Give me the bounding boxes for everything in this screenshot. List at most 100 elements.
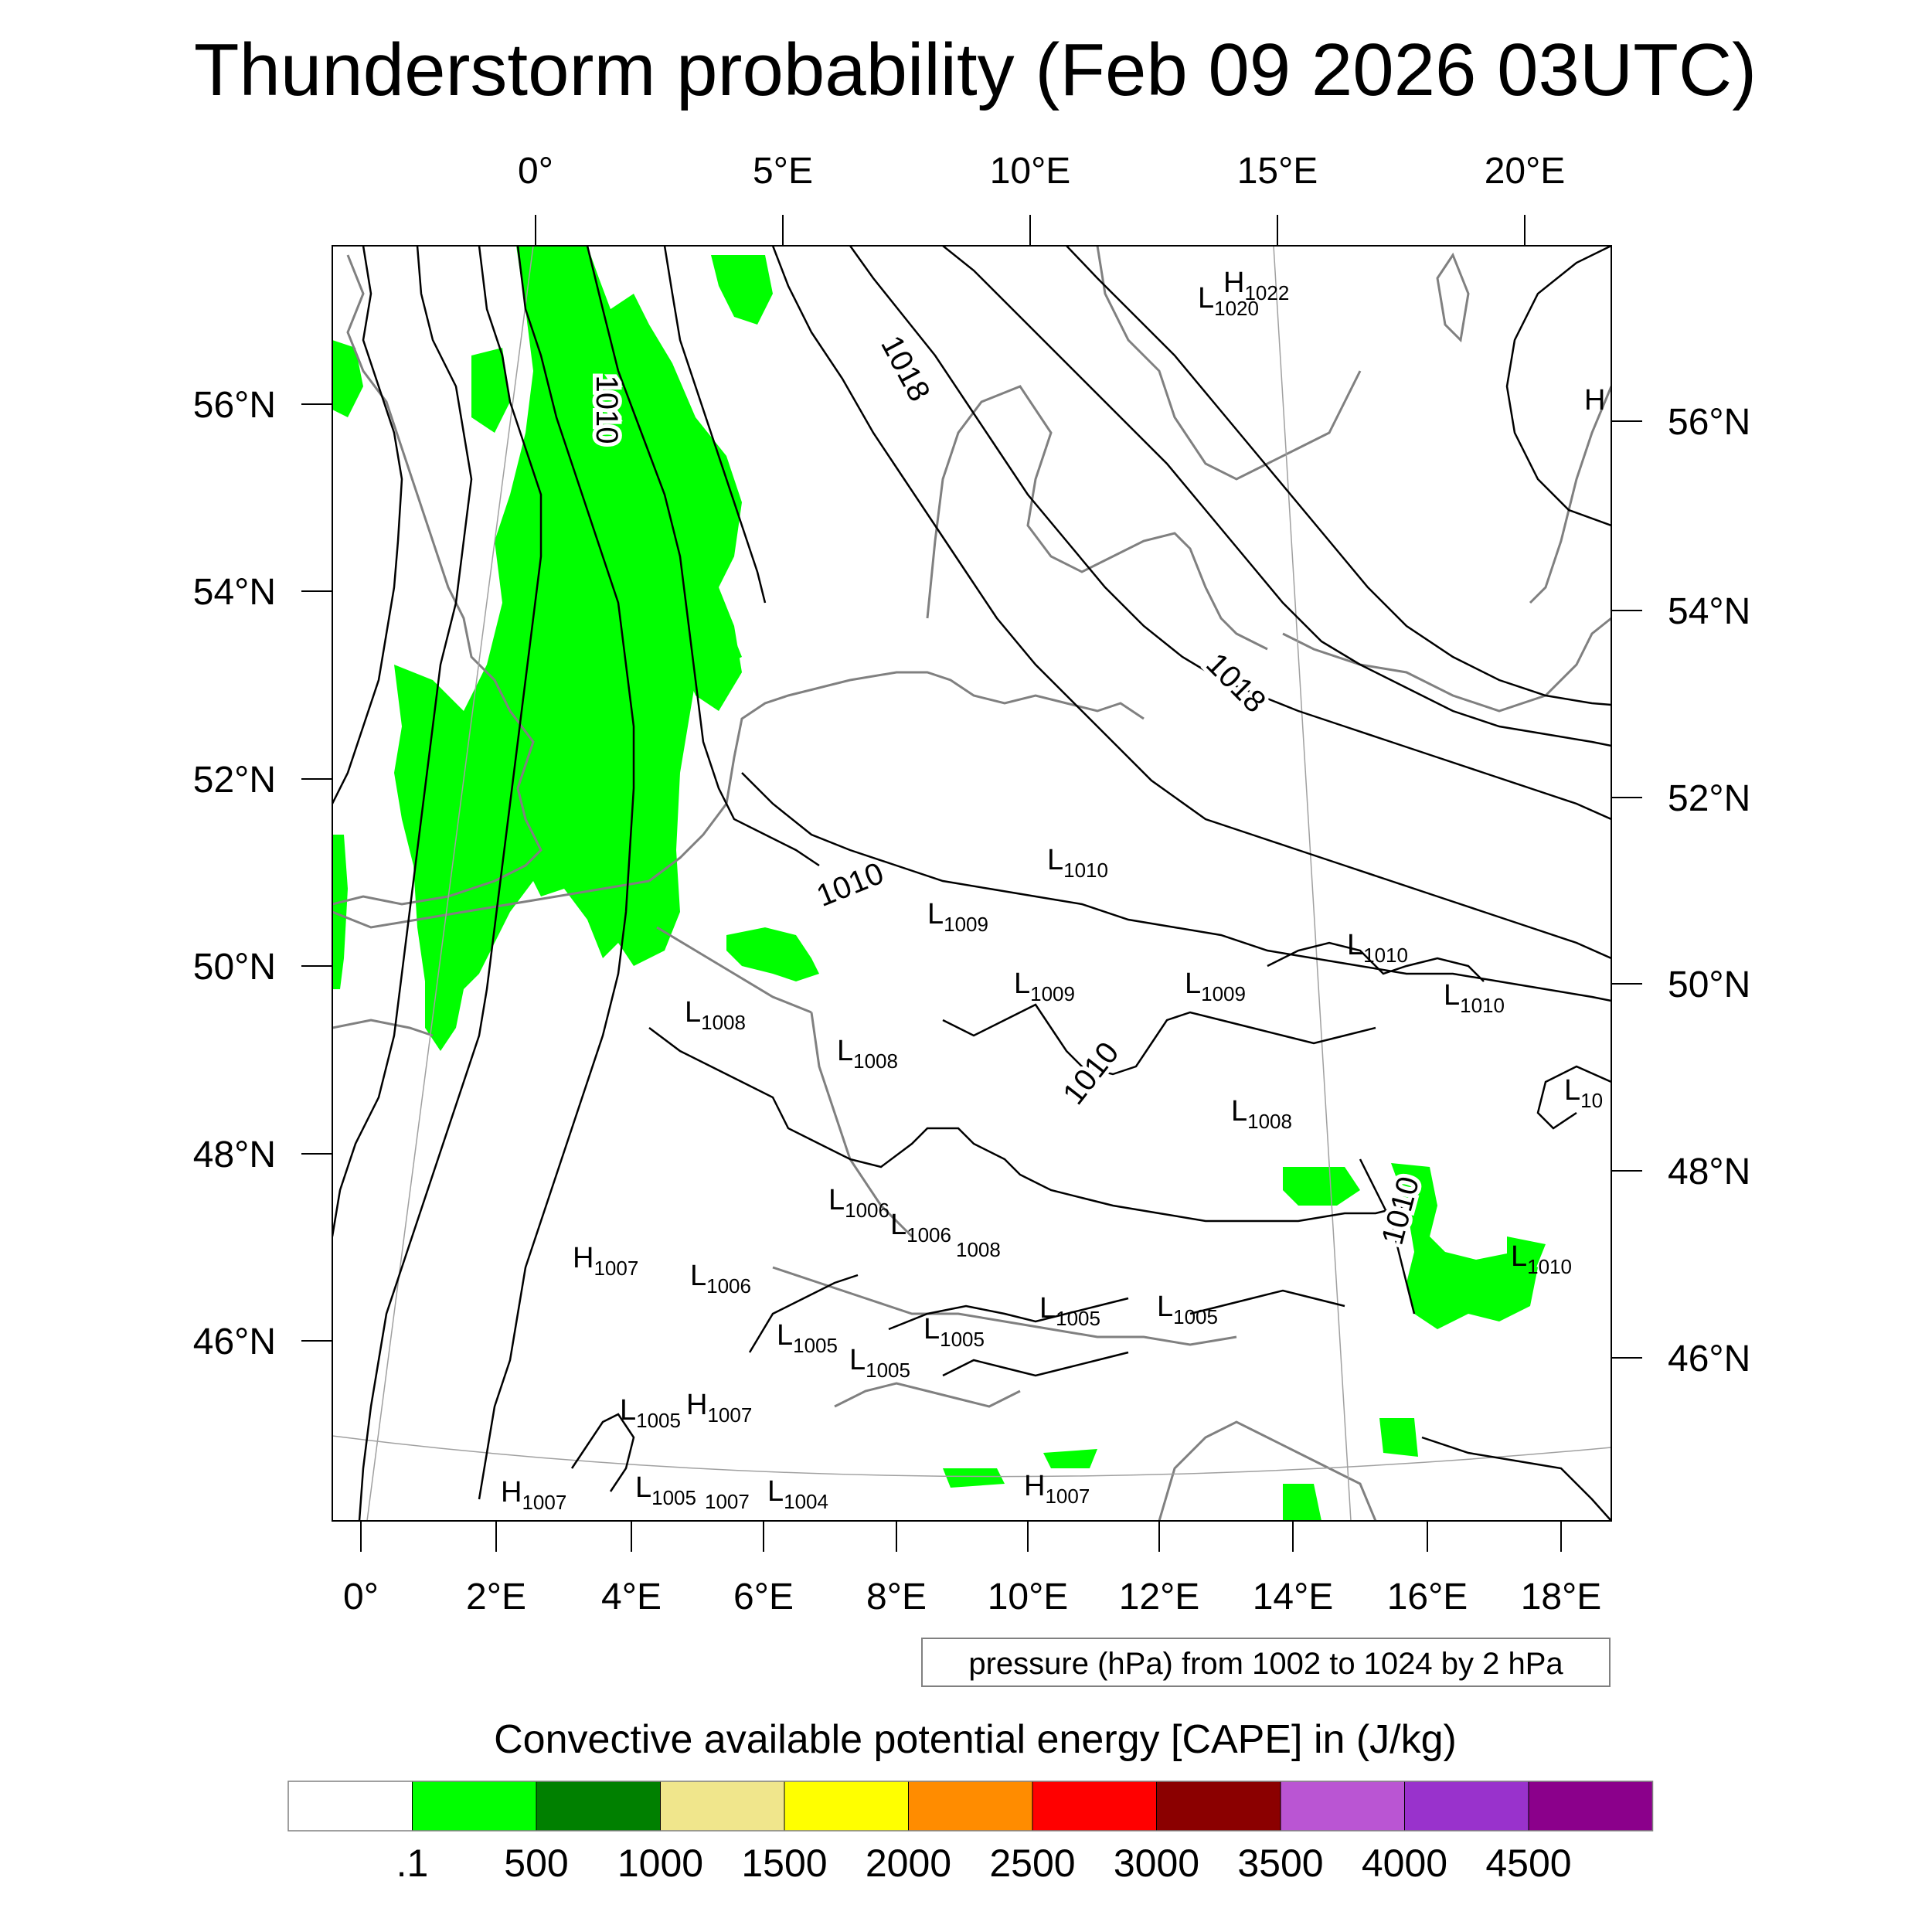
meridian-15e (1273, 246, 1352, 1521)
colorbar-box (536, 1781, 661, 1832)
isobar-1018-north (771, 246, 1611, 960)
right-lat-labels: 56°N 54°N 52°N 50°N 48°N 46°N (1668, 402, 1750, 1379)
center-label: L1006 (690, 1260, 751, 1298)
colorbar-box (1280, 1781, 1405, 1832)
cape-area-romania (1507, 1236, 1546, 1283)
isobar-e (1066, 246, 1611, 706)
center-label: H1022 (1223, 267, 1289, 304)
lat-label: 48°N (193, 1134, 276, 1175)
center-label: L1009 (1014, 968, 1075, 1005)
coastlines-borders (332, 246, 1611, 1521)
center-label: L1020 (1198, 282, 1259, 320)
colorbar-box (908, 1781, 1033, 1832)
coastline-italy-west (834, 1382, 1021, 1408)
center-label: L1006 (828, 1184, 889, 1222)
center-label: H1007 (686, 1389, 752, 1427)
border-germany-france (810, 1012, 913, 1238)
cape-area-north-1 (711, 255, 773, 325)
center-label: L1009 (927, 898, 988, 936)
coastline-denmark (926, 385, 1268, 651)
isobar-south-1 (1536, 1065, 1611, 1130)
colorbar-label: 3000 (1114, 1842, 1199, 1885)
lon-label: 20°E (1485, 151, 1566, 192)
colorbar-box (1404, 1781, 1529, 1832)
colorbar-label: 1000 (617, 1842, 703, 1885)
cape-area-balkan (1379, 1418, 1418, 1457)
colorbar (287, 1781, 1654, 1832)
center-label: L1008 (685, 996, 746, 1034)
lat-label: 54°N (193, 572, 276, 613)
colorbar-frame (287, 1781, 1654, 1832)
lon-label: 18°E (1521, 1577, 1602, 1617)
cape-area-irish-sea (332, 835, 348, 989)
center-label: H1007 (1024, 1470, 1090, 1508)
left-lat-labels: 56°N 54°N 52°N 50°N 48°N 46°N (193, 385, 276, 1362)
lon-label: 14°E (1253, 1577, 1334, 1617)
isobars (332, 246, 1611, 1521)
lat-label: 52°N (1668, 778, 1750, 819)
isobar-a (586, 246, 820, 867)
center-label: L1005 (1039, 1292, 1100, 1330)
isobar-west-2 (332, 246, 473, 1237)
lat-label: 52°N (193, 760, 276, 801)
colorbar-box (1528, 1781, 1653, 1832)
lon-label: 12°E (1119, 1577, 1200, 1617)
colorbar-box (784, 1781, 909, 1832)
cape-area-hungary-2 (1391, 1163, 1538, 1329)
colorbar-label: 500 (504, 1842, 568, 1885)
cape-area-north-2 (471, 348, 510, 433)
lon-label: 10°E (988, 1577, 1069, 1617)
border-alps (772, 1266, 1237, 1346)
colorbar-label: 4500 (1485, 1842, 1571, 1885)
colorbar-box (287, 1781, 413, 1832)
coastline-sweden (1096, 246, 1362, 481)
isobar-mid-4 (1267, 941, 1485, 982)
center-label: 1007 (705, 1490, 750, 1513)
lon-label: 16°E (1387, 1577, 1468, 1617)
border-france-belgium (656, 926, 812, 1014)
isobar-alps-2 (888, 1297, 1129, 1331)
chart-title: Thunderstorm probability (Feb 09 2026 03… (194, 29, 1757, 111)
coastline-continent (648, 671, 1145, 883)
lon-label: 4°E (601, 1577, 662, 1617)
coastline-baltic (1282, 617, 1611, 713)
center-label: L1010 (1511, 1240, 1572, 1278)
coastline-gotland (1436, 252, 1470, 343)
bottom-ticks (360, 1521, 1562, 1552)
lat-label: 56°N (193, 385, 276, 426)
colorbar-box (412, 1781, 537, 1832)
meridian-0 (366, 246, 534, 1521)
center-label: L1005 (849, 1344, 910, 1382)
lat-label: 46°N (1668, 1338, 1750, 1379)
isobar-west-3 (358, 246, 543, 1521)
lon-label: 2°E (466, 1577, 526, 1617)
center-label: L10 (1564, 1074, 1603, 1112)
center-label: L1010 (1444, 979, 1505, 1017)
colorbar-label: 2500 (989, 1842, 1075, 1885)
colorbar-box (1032, 1781, 1157, 1832)
lon-label: 6°E (733, 1577, 794, 1617)
center-label: L1005 (635, 1471, 696, 1509)
colorbar-box (1156, 1781, 1281, 1832)
lon-label: 0° (518, 151, 553, 192)
cape-area-hungary (1283, 1167, 1360, 1206)
lat-label: 56°N (1668, 402, 1750, 443)
isobar-label: 1010 (590, 376, 624, 444)
isobar-italy (570, 1413, 635, 1492)
contour-info-frame (921, 1638, 1611, 1687)
top-ticks (535, 215, 1526, 246)
isobar-alps-1 (748, 1274, 859, 1353)
isobar-east (1359, 1158, 1416, 1315)
colorbar-label: 1500 (741, 1842, 827, 1885)
coastline-britain-east (332, 254, 543, 906)
cape-area-scotland (332, 340, 363, 417)
isobar-alps-3 (942, 1351, 1129, 1377)
lon-label: 15°E (1237, 151, 1318, 192)
lon-label: 8°E (866, 1577, 927, 1617)
graticule (332, 246, 1611, 1521)
center-label: H1007 (501, 1476, 566, 1514)
coastline-britain-south (332, 879, 650, 929)
center-label: L1004 (767, 1475, 828, 1513)
center-label: L1005 (923, 1313, 985, 1351)
